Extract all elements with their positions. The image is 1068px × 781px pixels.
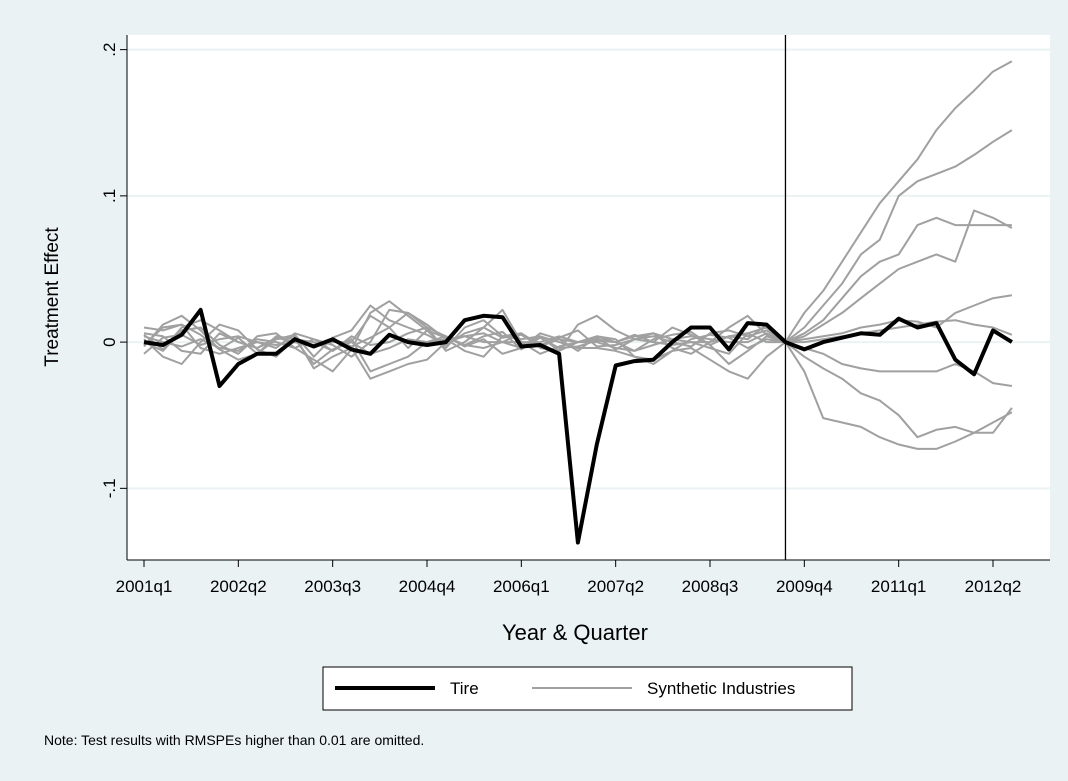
x-tick-label: 2002q2 [210, 577, 267, 596]
y-tick-label: .2 [100, 43, 119, 57]
line [143, 307, 1013, 545]
x-tick-label: 2001q1 [116, 577, 173, 596]
x-tick-label: 2011q1 [871, 577, 926, 596]
x-axis-label: Year & Quarter [502, 620, 648, 645]
y-tick-label: 0 [100, 337, 119, 346]
legend-label: Synthetic Industries [647, 679, 795, 698]
x-tick-label: 2007q2 [587, 577, 644, 596]
y-tick-label: .1 [100, 189, 119, 203]
plot-area [127, 35, 1050, 560]
x-tick-label: 2006q1 [493, 577, 550, 596]
x-tick-label: 2009q4 [776, 577, 833, 596]
x-tick-label: 2008q3 [682, 577, 739, 596]
line [143, 129, 1013, 352]
note: Note: Test results with RMSPEs higher th… [44, 732, 424, 748]
y-axis-label: Treatment Effect [42, 227, 63, 367]
y-tick-label: -.1 [100, 478, 119, 498]
x-tick-label: 2004q4 [399, 577, 456, 596]
line [143, 332, 1013, 387]
x-tick-label: 2003q3 [304, 577, 361, 596]
legend-label: Tire [450, 679, 479, 698]
x-tick-label: 2012q2 [965, 577, 1022, 596]
